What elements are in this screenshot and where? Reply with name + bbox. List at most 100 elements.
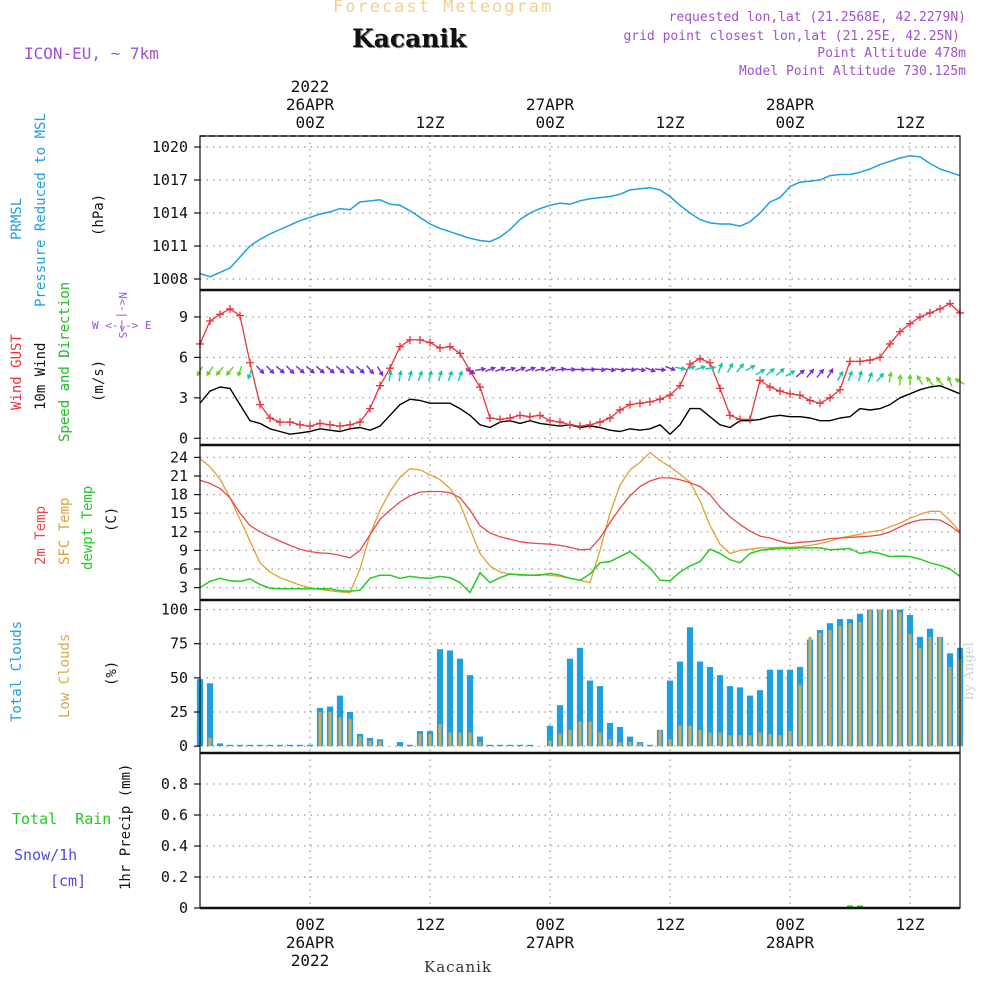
- low-cloud-bar: [358, 736, 362, 747]
- wind-gust-point: [416, 335, 424, 344]
- total-rain-label: Total Rain: [12, 810, 112, 828]
- low-cloud-bar: [728, 735, 732, 747]
- location-title: Kacanik: [352, 24, 467, 53]
- wind-gust-point: [596, 418, 604, 427]
- low-cloud-bar: [898, 612, 902, 747]
- y-tick-label: 6: [179, 348, 188, 366]
- wind-gust-point: [746, 415, 754, 424]
- y-tick-label: 75: [170, 635, 188, 653]
- wind-gust-point: [276, 418, 284, 427]
- total-cloud-bar: [466, 675, 474, 747]
- total-cloud-bar: [546, 725, 554, 747]
- watermark: by Angel: [962, 642, 977, 700]
- total-cloud-bar: [556, 705, 564, 747]
- wind-10m-label: 10m Wind: [33, 342, 49, 410]
- total-cloud-bar: [626, 736, 634, 747]
- wind-gust-point: [936, 304, 944, 313]
- wind-gust-point: [526, 412, 534, 421]
- wind-gust-point: [376, 381, 384, 390]
- wind-gust-point: [356, 418, 364, 427]
- total-cloud-bar: [576, 647, 584, 747]
- wind-gust-point: [486, 414, 494, 423]
- wind-direction-arrow: [826, 367, 834, 379]
- wind-direction-arrow: [447, 370, 453, 382]
- wind-gust-point: [426, 338, 434, 347]
- total-cloud-bar: [436, 649, 444, 747]
- y-tick-label: 15: [170, 504, 188, 522]
- bottom-time-tick-label: 26APR: [286, 933, 335, 952]
- bottom-time-tick-label: 27APR: [526, 933, 575, 952]
- y-tick-label: 9: [179, 308, 188, 326]
- wind-direction-arrow: [495, 366, 507, 372]
- wind-gust-point: [716, 384, 724, 393]
- panel-frame-temp: [199, 444, 961, 601]
- low-cloud-bar: [848, 623, 852, 747]
- total-cloud-bar: [696, 661, 704, 747]
- low-cloud-bar: [948, 666, 952, 747]
- total-cloud-bar: [596, 686, 604, 747]
- wind-direction-arrow: [665, 365, 677, 372]
- low-cloud-bar: [828, 630, 832, 747]
- low-cloud-bar: [938, 636, 942, 747]
- wind-direction-arrow: [867, 371, 873, 383]
- total-cloud-bar: [646, 744, 654, 747]
- low-cloud-bar: [708, 732, 712, 747]
- snow-label: Snow/1h: [14, 846, 78, 864]
- low-cloud-bar: [778, 735, 782, 747]
- y-tick-label: 0.4: [161, 837, 188, 855]
- wind-gust-point: [656, 395, 664, 404]
- top-time-tick-label: 12Z: [896, 113, 925, 132]
- low-cloud-bar: [428, 733, 432, 747]
- total-cloud-bar: [486, 744, 494, 747]
- point-altitude: Point Altitude 478m: [817, 46, 966, 61]
- wind-gust-point: [296, 420, 304, 429]
- panel-frame-pressure: [199, 135, 961, 291]
- prmsl-label: PRMSL: [9, 197, 25, 240]
- wind-direction-arrow: [604, 367, 617, 373]
- low-cloud-bar: [798, 684, 802, 747]
- y-tick-label: 3: [179, 579, 188, 597]
- wind-direction-arrow: [427, 369, 433, 382]
- precip-bar: [847, 905, 853, 908]
- wind-direction-arrow: [474, 366, 487, 372]
- wind-dir-label: Speed and Direction: [57, 281, 73, 442]
- wind-direction-arrow: [346, 365, 355, 375]
- low-cloud-bar: [808, 636, 812, 747]
- wind-gust-point: [756, 376, 764, 385]
- wind-gust-point: [916, 312, 924, 321]
- wind-gust-point: [946, 299, 954, 308]
- wind-direction-arrow: [554, 366, 567, 372]
- low-cloud-bar: [678, 725, 682, 747]
- y-tick-label: 50: [170, 669, 188, 687]
- y-tick-label: 21: [170, 467, 188, 485]
- panel-frame-wind: [199, 289, 961, 446]
- total-cloud-bar: [446, 650, 454, 747]
- wind-gust-point: [226, 304, 234, 313]
- low-cloud-bar: [768, 733, 772, 747]
- total-cloud-bar: [746, 695, 754, 747]
- total-cloud-bar: [716, 675, 724, 747]
- wind-direction-arrow: [355, 365, 365, 374]
- wind-gust-point: [856, 357, 864, 366]
- total-cloud-bar: [496, 744, 504, 747]
- wind-direction-arrow: [525, 366, 537, 372]
- y-tick-label: 1014: [152, 204, 188, 222]
- top-date-tick-label: 2022: [291, 77, 330, 96]
- wind-direction-arrow: [286, 365, 295, 375]
- total-cloud-bar: [606, 722, 614, 747]
- wind-direction-arrow: [634, 367, 647, 373]
- wind-direction-arrow: [325, 365, 335, 374]
- wind-direction-arrow: [847, 370, 853, 382]
- wind-direction-arrow: [515, 366, 527, 372]
- wind-gust-point: [926, 308, 934, 317]
- low-cloud-bar: [738, 735, 742, 747]
- wind-gust-point: [876, 353, 884, 362]
- low-cloud-bar: [378, 740, 382, 747]
- total-cloud-bar: [256, 744, 264, 747]
- total-cloud-bar: [586, 680, 594, 747]
- wind-gust-point: [536, 411, 544, 420]
- total-cloud-bar: [456, 658, 464, 747]
- wind-gust-point: [826, 393, 834, 402]
- wind-direction-arrow: [775, 368, 785, 376]
- wind-gust-point: [616, 405, 624, 414]
